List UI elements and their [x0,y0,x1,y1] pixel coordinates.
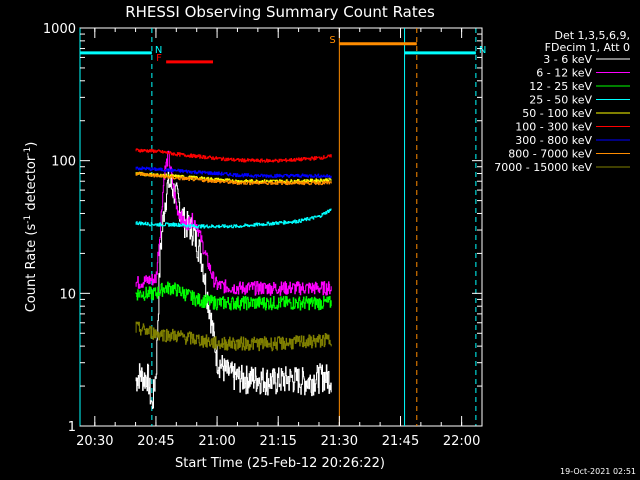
legend-label-8: 7000 - 15000 keV [494,161,592,174]
legend-label-2: 12 - 25 keV [529,80,592,93]
legend-label-4: 50 - 100 keV [522,107,592,120]
legend-label-7: 800 - 7000 keV [508,148,592,161]
y-axis-label-sup1: -1 [23,215,33,224]
plot-area: N N S F [79,27,486,427]
series-line-12-25-kev [135,281,332,311]
x-tick-label-6: 22:00 [443,434,480,449]
generation-timestamp: 19-Oct-2021 02:51 [560,467,636,476]
y-tick-label-2: 100 [51,155,76,170]
legend: Det 1,3,5,6,9, FDecim 1, Att 0 3 - 6 keV… [494,29,630,174]
legend-label-5: 100 - 300 keV [515,121,592,134]
flag-label-f-3: F [156,53,162,64]
x-tick-label-1: 20:45 [137,434,174,449]
y-tick-label-1: 10 [59,287,76,302]
flag-bars: N N S F [80,35,486,64]
y-axis-label-sup2: -1 [23,147,33,156]
legend-label-3: 25 - 50 keV [529,94,592,107]
series-line-800-7000-kev [135,172,332,186]
x-tick-label-4: 21:30 [321,434,358,449]
flag-label-n-1: N [479,45,486,56]
series-line-7000-15000-kev [135,321,332,352]
x-axis: 20:30 20:45 21:00 21:15 21:30 21:45 22:00 [76,28,480,449]
series-lines [135,148,332,409]
x-tick-label-0: 20:30 [76,434,113,449]
y-axis-label-mid: detector [24,155,39,215]
legend-header-2: FDecim 1, Att 0 [545,41,630,54]
flag-label-n-0: N [155,45,162,56]
x-axis-label: Start Time (25-Feb-12 20:26:22) [175,456,385,471]
chart-title: RHESSI Observing Summary Count Rates [125,3,435,21]
y-axis-label-end: ) [24,142,39,147]
y-axis-label: Count Rate (s-1 detector-1) [23,142,39,313]
series-line-6-12-kev [135,150,332,296]
legend-header-1: Det 1,3,5,6,9, [554,29,630,42]
legend-label-6: 300 - 800 keV [515,134,592,147]
data-gap-lines [79,28,477,426]
series-line-25-50-kev [135,208,332,229]
legend-label-0: 3 - 6 keV [543,53,592,66]
y-tick-label-3: 1000 [43,22,76,37]
x-tick-label-5: 21:45 [382,434,419,449]
series-line-100-300-kev [135,148,332,163]
y-axis: 1 10 100 1000 [43,22,482,435]
x-tick-label-2: 21:00 [198,434,235,449]
flag-label-s-2: S [329,35,335,46]
x-tick-label-3: 21:15 [259,434,296,449]
y-tick-label-0: 1 [68,420,76,435]
legend-label-1: 6 - 12 keV [536,67,592,80]
series-line-300-800-kev [135,166,332,179]
y-axis-label-main: Count Rate (s [24,224,39,313]
